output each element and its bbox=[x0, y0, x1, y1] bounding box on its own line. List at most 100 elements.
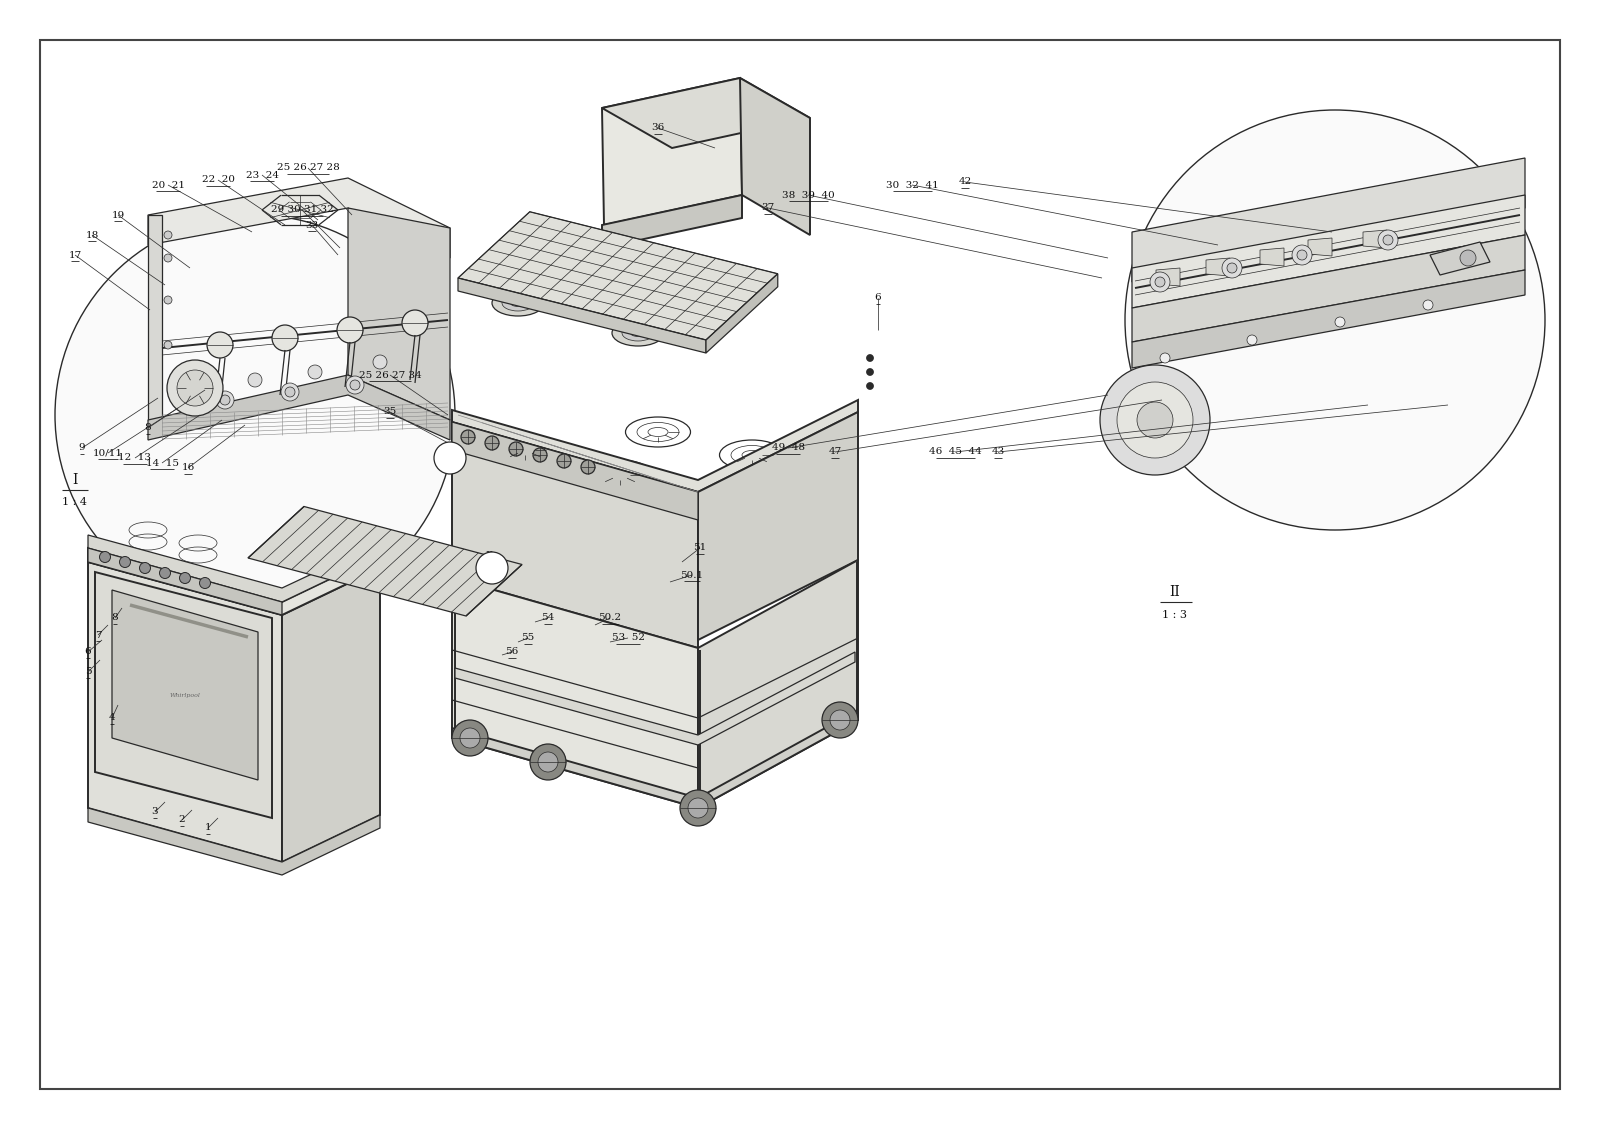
Polygon shape bbox=[453, 422, 698, 520]
Text: 36: 36 bbox=[651, 123, 664, 132]
Polygon shape bbox=[349, 208, 450, 420]
Circle shape bbox=[402, 310, 429, 336]
Circle shape bbox=[178, 370, 213, 406]
Circle shape bbox=[533, 448, 547, 462]
Ellipse shape bbox=[642, 282, 674, 298]
Circle shape bbox=[165, 296, 173, 304]
Text: 7: 7 bbox=[94, 630, 101, 639]
Polygon shape bbox=[1206, 259, 1230, 275]
Ellipse shape bbox=[522, 252, 554, 268]
Circle shape bbox=[1246, 335, 1258, 345]
Text: 20  21: 20 21 bbox=[152, 181, 184, 190]
Circle shape bbox=[139, 562, 150, 574]
Text: 14  15: 14 15 bbox=[146, 458, 179, 467]
Text: 10/11: 10/11 bbox=[93, 448, 123, 457]
Circle shape bbox=[165, 254, 173, 262]
Circle shape bbox=[1150, 272, 1170, 292]
Circle shape bbox=[688, 798, 707, 819]
Polygon shape bbox=[602, 78, 742, 225]
Circle shape bbox=[1293, 245, 1312, 265]
Circle shape bbox=[434, 441, 466, 474]
Text: 29 30 31 32: 29 30 31 32 bbox=[270, 205, 333, 215]
Polygon shape bbox=[453, 422, 698, 648]
Text: 25 26 27 28: 25 26 27 28 bbox=[277, 164, 339, 173]
Circle shape bbox=[179, 572, 190, 584]
Text: 25 26 27 34: 25 26 27 34 bbox=[358, 370, 421, 379]
Circle shape bbox=[307, 365, 322, 379]
Circle shape bbox=[160, 568, 171, 578]
Polygon shape bbox=[454, 653, 854, 745]
Circle shape bbox=[509, 441, 523, 456]
Circle shape bbox=[248, 373, 262, 387]
Circle shape bbox=[1227, 263, 1237, 273]
Circle shape bbox=[338, 317, 363, 343]
Polygon shape bbox=[1309, 238, 1331, 256]
Polygon shape bbox=[88, 535, 381, 602]
Text: II: II bbox=[1170, 585, 1181, 599]
Text: 3: 3 bbox=[152, 807, 158, 816]
Text: 16: 16 bbox=[181, 464, 195, 473]
Circle shape bbox=[1125, 110, 1546, 530]
Circle shape bbox=[1459, 250, 1475, 266]
Circle shape bbox=[1222, 259, 1242, 278]
Text: 53  52: 53 52 bbox=[611, 633, 645, 642]
Polygon shape bbox=[1133, 270, 1525, 368]
Polygon shape bbox=[88, 548, 282, 615]
Polygon shape bbox=[88, 562, 282, 863]
Polygon shape bbox=[147, 178, 450, 259]
Polygon shape bbox=[458, 278, 706, 353]
Circle shape bbox=[530, 744, 566, 780]
Polygon shape bbox=[147, 375, 450, 440]
Circle shape bbox=[1155, 277, 1165, 287]
Text: 55: 55 bbox=[522, 633, 534, 642]
FancyBboxPatch shape bbox=[40, 40, 1560, 1089]
Ellipse shape bbox=[651, 287, 666, 294]
Text: 4: 4 bbox=[109, 714, 115, 723]
Polygon shape bbox=[282, 568, 381, 863]
Ellipse shape bbox=[502, 295, 534, 310]
Circle shape bbox=[1334, 317, 1346, 327]
Ellipse shape bbox=[531, 256, 546, 263]
Polygon shape bbox=[88, 548, 381, 615]
Circle shape bbox=[216, 391, 234, 409]
Text: 18: 18 bbox=[85, 230, 99, 239]
Text: 42: 42 bbox=[958, 177, 971, 186]
Polygon shape bbox=[1133, 195, 1525, 308]
Circle shape bbox=[822, 702, 858, 738]
Text: I: I bbox=[446, 450, 450, 460]
Polygon shape bbox=[1133, 235, 1525, 342]
Circle shape bbox=[1117, 382, 1194, 458]
Ellipse shape bbox=[611, 320, 664, 345]
Text: 23  24: 23 24 bbox=[245, 170, 278, 180]
Text: 12  13: 12 13 bbox=[118, 454, 152, 463]
Polygon shape bbox=[739, 78, 810, 235]
Polygon shape bbox=[698, 412, 858, 640]
Text: II: II bbox=[488, 563, 496, 572]
Ellipse shape bbox=[510, 299, 525, 306]
Text: 8: 8 bbox=[144, 423, 152, 432]
Text: 6: 6 bbox=[85, 648, 91, 656]
Text: 38  39  40: 38 39 40 bbox=[782, 191, 834, 200]
Text: 5: 5 bbox=[85, 667, 91, 676]
Ellipse shape bbox=[622, 325, 654, 341]
Text: 1 : 3: 1 : 3 bbox=[1163, 610, 1187, 620]
Circle shape bbox=[1298, 250, 1307, 260]
Circle shape bbox=[165, 341, 173, 349]
Circle shape bbox=[1138, 402, 1173, 438]
Circle shape bbox=[538, 752, 558, 772]
Ellipse shape bbox=[493, 290, 544, 316]
Text: 2: 2 bbox=[179, 815, 186, 824]
Circle shape bbox=[867, 368, 874, 376]
Circle shape bbox=[461, 728, 480, 749]
Text: I: I bbox=[72, 473, 78, 487]
Text: 49  48: 49 48 bbox=[771, 444, 805, 453]
Circle shape bbox=[461, 430, 475, 444]
Circle shape bbox=[346, 376, 365, 394]
Polygon shape bbox=[706, 273, 778, 353]
Circle shape bbox=[350, 380, 360, 390]
Text: 37: 37 bbox=[762, 203, 774, 212]
Circle shape bbox=[120, 557, 131, 568]
Polygon shape bbox=[1363, 230, 1387, 248]
Polygon shape bbox=[147, 215, 162, 420]
Circle shape bbox=[680, 790, 717, 826]
